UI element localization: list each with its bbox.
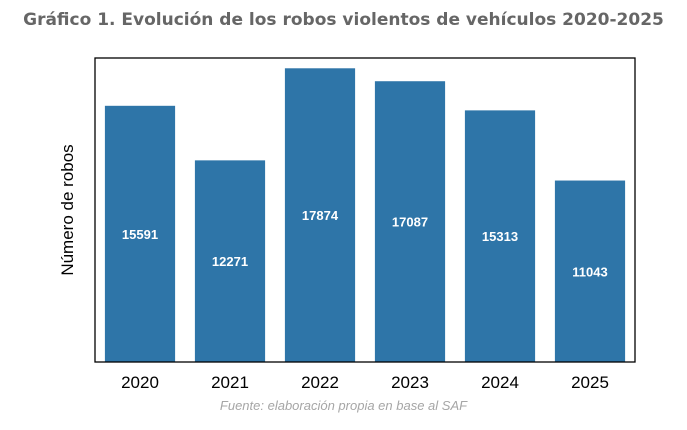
x-tick-2022: 2022 <box>301 373 339 392</box>
bar-2024 <box>464 110 536 362</box>
data-label-2022: 17874 <box>302 208 339 223</box>
bar-2020 <box>104 105 176 363</box>
data-label-2024: 15313 <box>482 229 518 244</box>
data-label-2025: 11043 <box>572 264 607 279</box>
chart-title: Gráfico 1. Evolución de los robos violen… <box>23 10 664 30</box>
bar-2025 <box>554 180 626 362</box>
bar-2023 <box>374 81 446 362</box>
source-note: Fuente: elaboración propia en base al SA… <box>219 398 468 413</box>
x-tick-2025: 2025 <box>571 373 609 392</box>
data-label-2021: 12271 <box>212 254 248 269</box>
bar-2022 <box>284 68 356 362</box>
x-tick-2021: 2021 <box>211 373 249 392</box>
x-tick-2023: 2023 <box>391 373 429 392</box>
data-label-2020: 15591 <box>122 227 158 242</box>
plot-frame <box>94 57 636 363</box>
data-label-2023: 17087 <box>392 215 428 230</box>
bars-group: 15591 12271 17874 17087 15313 11043 <box>104 68 626 363</box>
y-axis-label: Número de robos <box>58 144 77 275</box>
x-tick-labels: 2020 2021 2022 2023 2024 2025 <box>121 373 609 392</box>
x-tick-2020: 2020 <box>121 373 159 392</box>
bar-2021 <box>194 160 266 362</box>
x-tick-2024: 2024 <box>481 373 519 392</box>
